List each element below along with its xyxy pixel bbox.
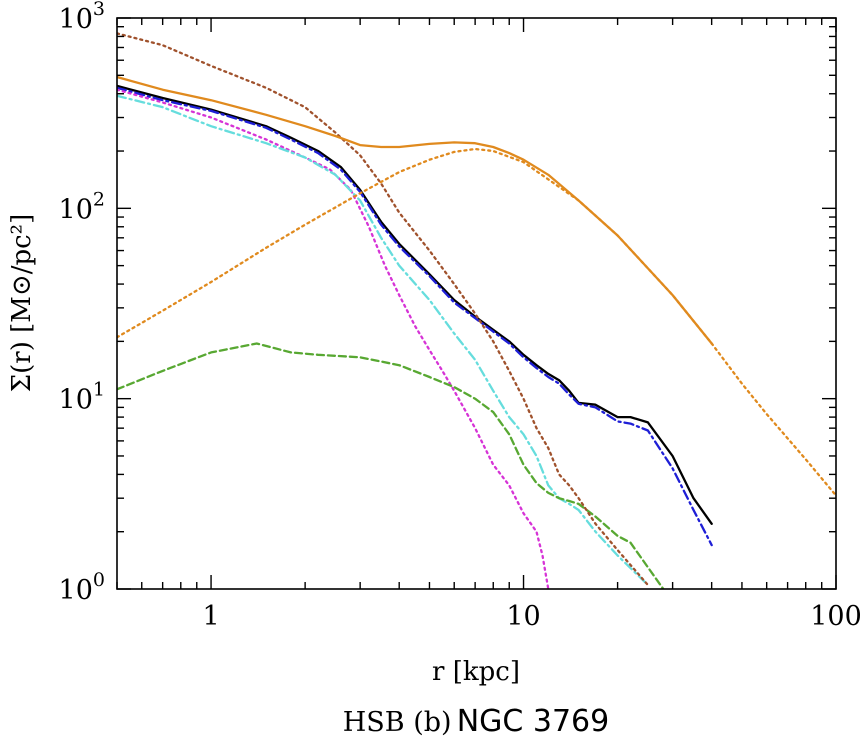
- series-line-baryons-scaled: [117, 32, 650, 587]
- x-tick-label: 10: [506, 601, 540, 632]
- x-tick-labels: 1 10 100: [202, 601, 861, 632]
- caption-prefix: HSB (b): [343, 707, 452, 738]
- series-line-halo: [117, 147, 836, 497]
- series-layer: [117, 32, 836, 589]
- x-axis-label: r [kpc]: [432, 657, 520, 687]
- y-tick-labels: 100 101 102 103: [59, 0, 105, 606]
- x-tick-label: 100: [810, 601, 862, 632]
- x-tick-label: 1: [202, 601, 219, 632]
- series-line-total-model: [117, 86, 713, 547]
- figure-caption: HSB (b) NGC 3769: [343, 704, 609, 739]
- y-tick-label: 100: [59, 569, 105, 606]
- y-axis-label: Σ(r) [M⊙/pc²]: [7, 214, 37, 392]
- caption-galaxy-name: NGC 3769: [457, 704, 610, 739]
- series-line-stars: [117, 88, 550, 589]
- series-line-stars-model: [117, 94, 650, 587]
- y-tick-label: 103: [59, 0, 105, 35]
- y-tick-label: 101: [59, 379, 105, 416]
- y-tick-label: 102: [59, 188, 105, 225]
- series-line-total-halo-plus-baryons: [117, 75, 713, 345]
- series-line-gas: [117, 342, 665, 589]
- series-line-total: [117, 84, 713, 525]
- plot-frame: [116, 17, 837, 590]
